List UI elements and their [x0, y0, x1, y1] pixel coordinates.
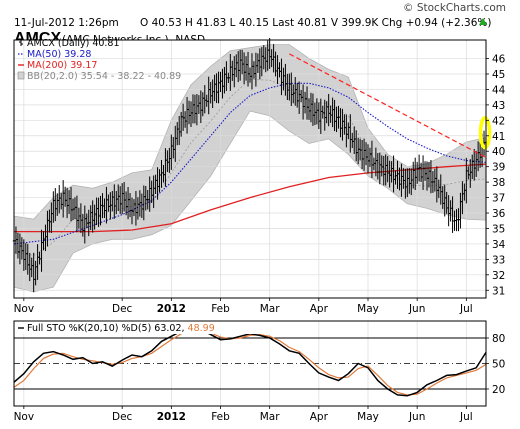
legend-swatch: [17, 71, 25, 80]
sto-xtick-label: Mar: [260, 411, 280, 423]
price-ytick-label: 34: [492, 239, 506, 251]
price-xtick-label: Feb: [211, 303, 230, 315]
price-xtick-label: Dec: [112, 303, 133, 315]
price-ytick-label: 46: [492, 54, 506, 66]
quote-line: O 40.53 H 41.83 L 40.15 Last 40.81 V 399…: [140, 17, 492, 29]
sto-xtick-label: Feb: [211, 411, 230, 423]
price-xtick-label: Apr: [310, 303, 329, 315]
price-bars: [12, 37, 488, 293]
price-xtick-label: Nov: [14, 303, 35, 315]
price-ytick-label: 37: [492, 193, 505, 205]
price-ytick-label: 45: [492, 69, 505, 81]
price-ytick-label: 33: [492, 254, 505, 266]
price-panel-border: [13, 39, 487, 299]
resistance-trendline: [289, 53, 487, 158]
price-legend-entry: AMCX (Daily) 40.81: [27, 38, 120, 49]
sto-ytick-label: 80: [492, 333, 505, 345]
sto-legend-d: 48.99: [185, 323, 215, 334]
sto-xtick-label: Dec: [112, 411, 133, 423]
price-ytick-label: 32: [492, 270, 505, 282]
price-ytick-label: 36: [492, 208, 506, 220]
breakout-highlight: [478, 115, 492, 150]
sto-legend-k: Full STO %K(20,10) %D(5) 63.02,: [27, 323, 185, 334]
sto-d-line: [13, 327, 487, 396]
watermark: © StockCharts.com: [403, 2, 506, 14]
price-legend-entry: MA(200) 39.17: [27, 60, 97, 71]
price-ytick-label: 42: [492, 115, 505, 127]
price-ytick-label: 31: [492, 285, 505, 297]
sto-legend-entry: Full STO %K(20,10) %D(5) 63.02, 48.99: [27, 323, 215, 334]
sto-legend-bg: [15, 322, 277, 334]
sto-ytick-label: 20: [492, 384, 505, 396]
price-ytick-label: 44: [492, 84, 506, 96]
sto-xtick-label: May: [357, 411, 379, 423]
price-xtick-label: 2012: [157, 303, 186, 315]
sto-xtick-label: Jun: [408, 411, 425, 423]
price-xtick-label: May: [357, 303, 379, 315]
price-ytick-label: 41: [492, 131, 505, 143]
sto-xtick-label: 2012: [157, 411, 186, 423]
up-arrow-icon: [479, 18, 487, 25]
date-time: 11-Jul-2012 1:26pm: [14, 17, 119, 29]
price-xtick-label: Jun: [408, 303, 425, 315]
price-ytick-label: 38: [492, 177, 505, 189]
sto-xtick-label: Jul: [459, 411, 473, 423]
price-ytick-label: 35: [492, 223, 505, 235]
price-xtick-label: Mar: [260, 303, 280, 315]
price-ytick-label: 39: [492, 162, 505, 174]
price-ytick-label: 43: [492, 100, 505, 112]
price-legend-entry: BB(20,2.0) 35.54 - 38.22 - 40.89: [27, 71, 181, 82]
sto-xtick-label: Nov: [14, 411, 35, 423]
price-ytick-label: 40: [492, 146, 505, 158]
price-legend-entry: MA(50) 39.28: [27, 49, 91, 60]
sto-ytick-label: 50: [492, 359, 505, 371]
sto-xtick-label: Apr: [310, 411, 329, 423]
ma50-line: [13, 82, 487, 245]
price-xtick-label: Jul: [459, 303, 473, 315]
